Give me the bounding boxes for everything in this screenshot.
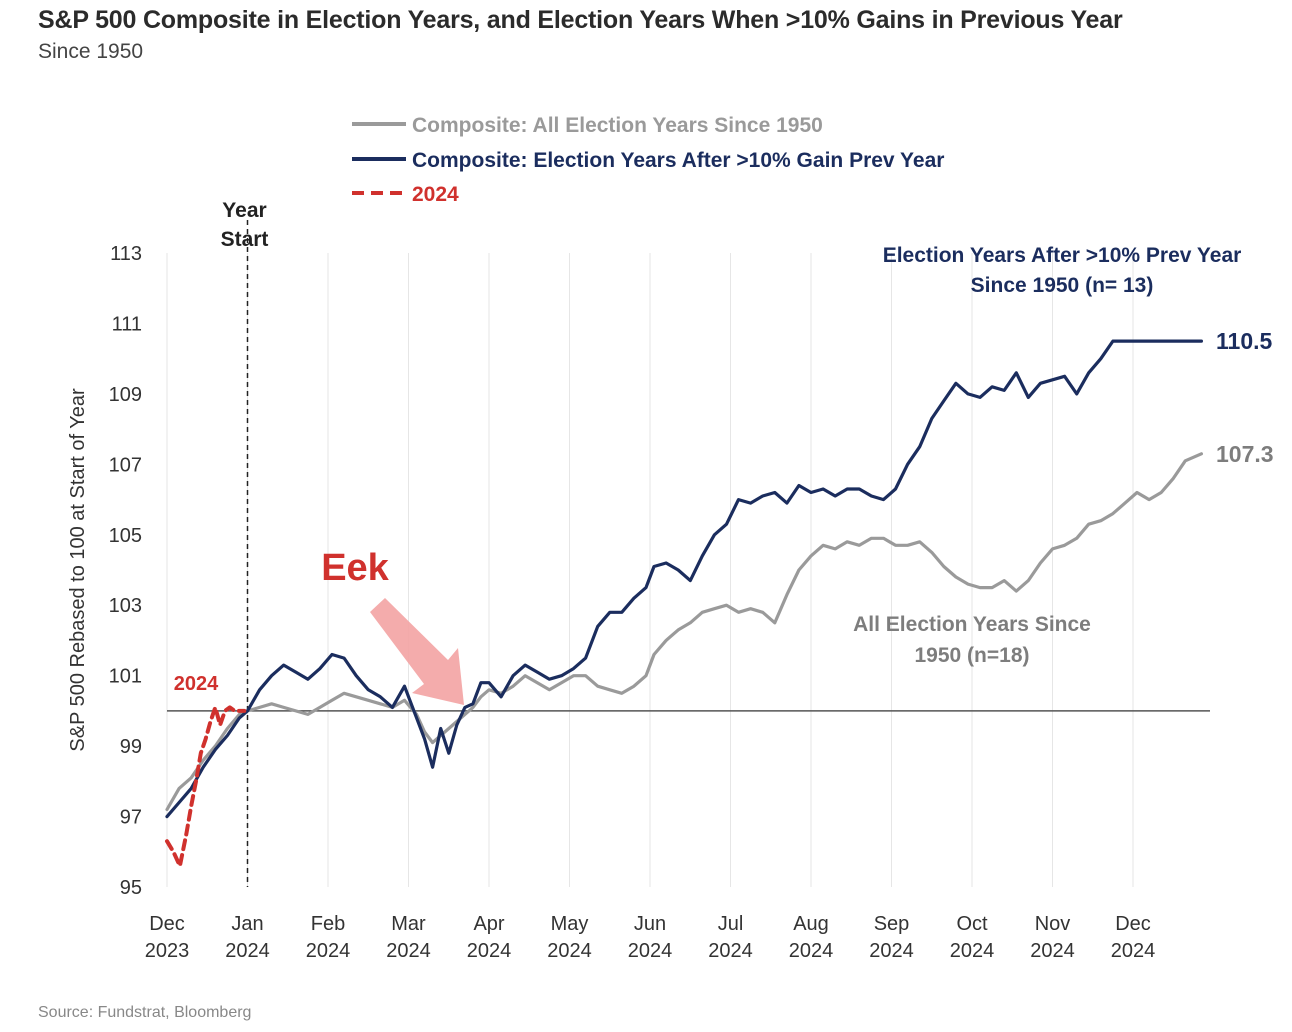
x-tick-month: Nov [1035, 913, 1071, 935]
end-value-label: 110.5 [1216, 328, 1272, 354]
x-tick-month: Aug [793, 913, 829, 935]
series-2024-label: 2024 [174, 673, 219, 695]
line-chart: 95 97 99 101 103 105 107 109 111 113 Dec 2023 Jan 202… [67, 114, 1274, 962]
x-tick-month: Jan [231, 913, 263, 935]
x-tick-month: Feb [311, 913, 345, 935]
y-tick-label: 99 [120, 736, 142, 758]
x-tick-year: 2024 [1111, 940, 1156, 962]
y-tick-label: 97 [120, 807, 142, 829]
x-tick-month: Dec [1115, 913, 1151, 935]
legend-label: Composite: All Election Years Since 1950 [412, 114, 823, 137]
x-tick-year: 2024 [1030, 940, 1075, 962]
callout-arrow [370, 598, 464, 705]
series-annotation: Election Years After >10% Prev Year [883, 244, 1242, 267]
legend-label: Composite: Election Years After >10% Gai… [412, 149, 944, 172]
x-tick-year: 2024 [789, 940, 834, 962]
y-tick-label: 107 [109, 454, 142, 476]
year-start-label: Year [222, 199, 266, 222]
y-tick-label: 113 [110, 243, 142, 265]
series-line [165, 452, 1204, 812]
y-tick-label: 101 [109, 666, 142, 688]
source-note: Source: Fundstrat, Bloomberg [38, 1004, 252, 1021]
x-tick-year: 2023 [145, 940, 190, 962]
x-tick-month: Dec [149, 913, 185, 935]
series-line [165, 339, 1204, 819]
x-tick-year: 2024 [547, 940, 592, 962]
y-tick-label: 103 [109, 595, 142, 617]
callout-text: Eek [321, 547, 389, 589]
series-annotation: 1950 (n=18) [915, 644, 1030, 667]
x-tick-year: 2024 [467, 940, 512, 962]
x-tick-year: 2024 [306, 940, 351, 962]
x-tick-year: 2024 [950, 940, 995, 962]
series-line [165, 705, 247, 868]
x-tick-year: 2024 [708, 940, 753, 962]
y-axis-label: S&P 500 Rebased to 100 at Start of Year [67, 388, 89, 752]
x-tick-year: 2024 [225, 940, 270, 962]
series-annotation: All Election Years Since [853, 613, 1091, 636]
x-tick-month: Apr [473, 913, 504, 935]
x-tick-month: Mar [391, 913, 426, 935]
x-tick-month: Jun [634, 913, 666, 935]
x-tick-year: 2024 [386, 940, 431, 962]
legend-label: 2024 [412, 183, 459, 206]
end-value-label: 107.3 [1216, 441, 1274, 467]
y-tick-label: 111 [112, 313, 142, 335]
chart-title: S&P 500 Composite in Election Years, and… [38, 6, 1123, 34]
y-tick-label: 105 [109, 525, 142, 547]
y-tick-label: 95 [120, 877, 142, 899]
x-tick-month: Oct [956, 913, 988, 935]
x-tick-month: May [551, 913, 589, 935]
x-tick-month: Sep [874, 913, 910, 935]
y-tick-label: 109 [109, 384, 142, 406]
year-start-label: Start [221, 228, 269, 251]
chart-subtitle: Since 1950 [38, 40, 144, 63]
x-tick-year: 2024 [869, 940, 914, 962]
x-tick-year: 2024 [628, 940, 673, 962]
x-tick-month: Jul [718, 913, 744, 935]
series-annotation: Since 1950 (n= 13) [971, 274, 1154, 297]
